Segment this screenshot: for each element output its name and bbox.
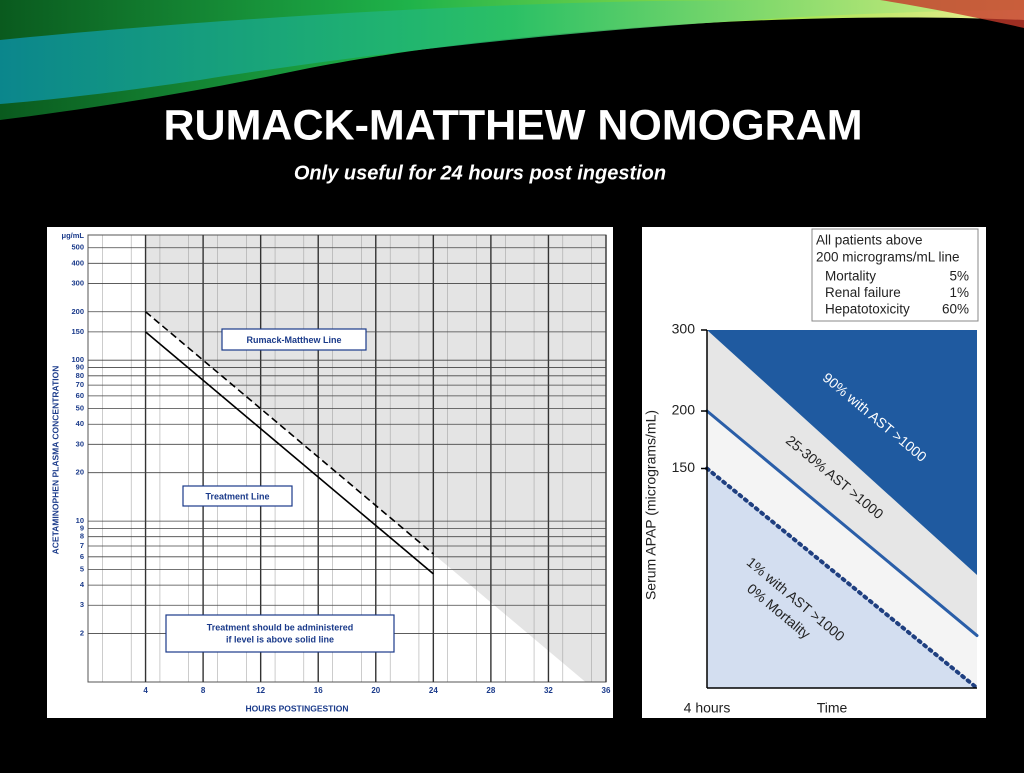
y-unit: μg/mL <box>61 231 84 240</box>
y-tick-label: 10 <box>76 516 84 525</box>
x-tick-label: 24 <box>429 686 438 695</box>
y-tick-label: 100 <box>71 355 84 364</box>
info-label: Renal failure <box>825 285 901 300</box>
info-value: 60% <box>942 302 969 317</box>
y-tick-label: 200 <box>71 307 84 316</box>
y-tick-label: 2 <box>80 629 84 638</box>
x-axis-label: HOURS POSTINGESTION <box>246 703 349 713</box>
info-value: 5% <box>949 269 969 284</box>
x-tick-label: 28 <box>486 686 495 695</box>
y-tick-label: 4 <box>80 580 85 589</box>
y-tick-label: 30 <box>76 439 84 448</box>
x-tick-label: 16 <box>314 686 323 695</box>
area <box>707 330 977 576</box>
x-tick-label: 20 <box>371 686 380 695</box>
y-tick-label: 90 <box>76 363 84 372</box>
y-tick-label: 80 <box>76 371 84 380</box>
info-label: Mortality <box>825 269 876 284</box>
x-tick-label: 8 <box>201 686 206 695</box>
y-tick-label: 5 <box>80 565 84 574</box>
annotation: Treatment should be administered <box>207 622 354 632</box>
legend-label: Treatment Line <box>205 491 269 501</box>
info-heading: 200 micrograms/mL line <box>816 250 960 265</box>
series-line <box>705 409 979 638</box>
x-tick-label: 32 <box>544 686 553 695</box>
y-tick-label: 150 <box>672 459 696 475</box>
info-box <box>811 228 979 322</box>
y-tick-label: 20 <box>76 468 84 477</box>
slide-title: RUMACK-MATTHEW NOMOGRAM <box>163 101 862 149</box>
y-tick-label: 150 <box>71 327 84 336</box>
y-tick-label: 300 <box>71 278 84 287</box>
slide-subtitle: Only useful for 24 hours post ingestion <box>294 162 666 184</box>
y-tick-label: 3 <box>80 600 84 609</box>
x-axis-label: Time <box>817 700 848 716</box>
y-tick-label: 8 <box>80 532 84 541</box>
y-tick-label: 500 <box>71 243 84 252</box>
series-line <box>705 466 979 690</box>
swoosh <box>0 0 1024 104</box>
region <box>707 330 977 636</box>
y-tick-label: 6 <box>80 552 84 561</box>
x-tick-label: 4 <box>143 686 148 695</box>
x-tick-label: 36 <box>602 686 611 695</box>
y-tick-label: 400 <box>71 258 84 267</box>
annotation-box <box>165 614 395 653</box>
y-tick-label: 40 <box>76 419 84 428</box>
legend-box <box>182 485 293 507</box>
info-label: Hepatotoxicity <box>825 302 910 317</box>
series-line <box>145 331 434 575</box>
y-tick-label: 50 <box>76 404 84 413</box>
y-tick-label: 7 <box>80 541 84 550</box>
annotation: if level is above solid line <box>226 634 334 644</box>
legend-label: Rumack-Matthew Line <box>246 335 341 345</box>
swoosh <box>880 0 1024 28</box>
info-value: 1% <box>949 285 969 300</box>
y-axis-label: Serum APAP (micrograms/mL) <box>643 410 659 600</box>
x-tick-label: 4 hours <box>684 700 731 716</box>
y-tick-label: 60 <box>76 391 84 400</box>
legend-box <box>221 328 367 351</box>
info-heading: All patients above <box>816 233 923 248</box>
y-tick-label: 300 <box>672 321 696 337</box>
y-axis-label: ACETAMINOPHEN PLASMA CONCENTRATION <box>50 366 60 555</box>
region <box>707 411 977 688</box>
y-tick-label: 9 <box>80 523 84 532</box>
y-tick-label: 70 <box>76 380 84 389</box>
y-tick-label: 200 <box>672 402 696 418</box>
x-tick-label: 12 <box>256 686 265 695</box>
apap-chart: 150 200 300 4 hours Time Serum APAP (microgra… <box>642 227 986 718</box>
series-line <box>145 311 434 555</box>
nomogram-chart: 4 8 12 16 20 24 28 32 36234567891020304050607080… <box>47 227 613 718</box>
